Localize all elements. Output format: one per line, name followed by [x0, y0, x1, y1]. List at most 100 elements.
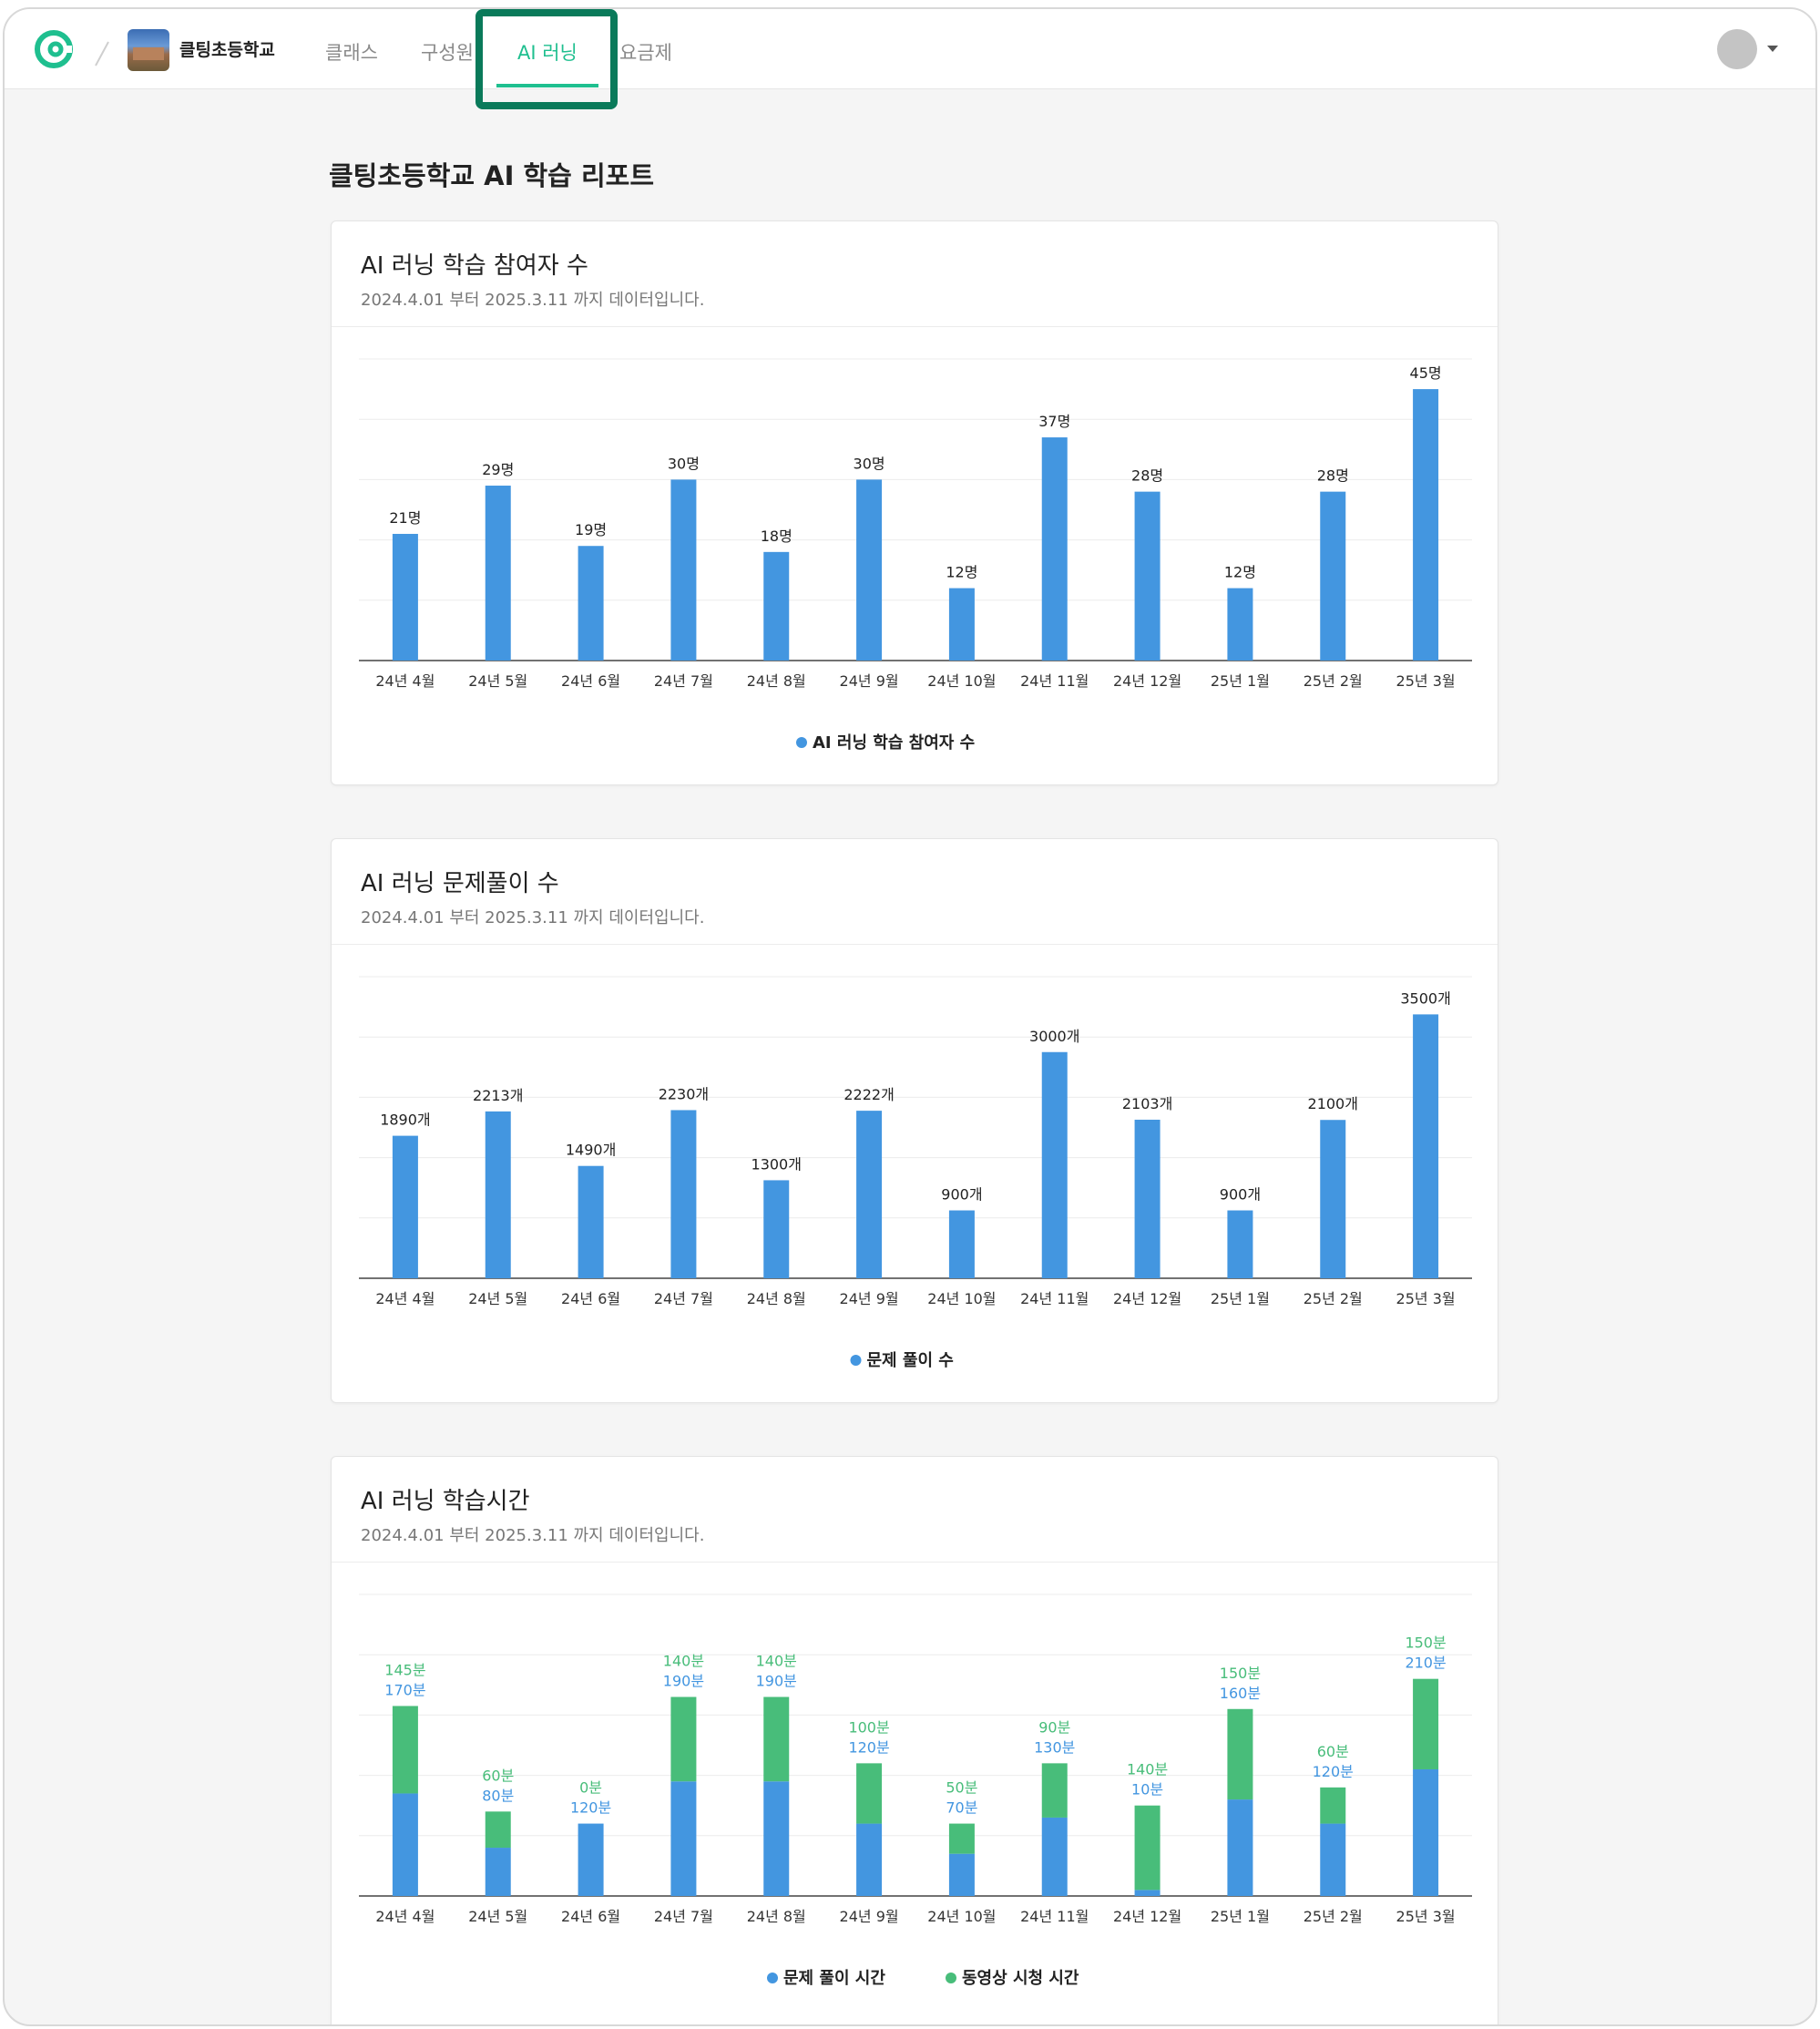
data-label: 12명: [946, 564, 977, 581]
legend-label: AI 러닝 학습 참여자 수: [813, 733, 975, 753]
x-tick-label: 24년 6월: [561, 672, 620, 690]
app-window: 클팅초등학교 클래스 구성원 AI 러닝 요금제 클팅초등학교 AI 학습 리포…: [3, 7, 1817, 2026]
bar: [1413, 389, 1439, 661]
legend-marker: [796, 737, 807, 748]
tab-pricing[interactable]: 요금제: [619, 42, 672, 64]
x-tick-label: 24년 8월: [747, 672, 806, 690]
active-tab-indicator: [496, 84, 598, 87]
bar: [1134, 1805, 1161, 1891]
data-label: 90분: [1038, 1718, 1070, 1736]
bar: [485, 1111, 511, 1278]
x-tick-label: 25년 3월: [1396, 1908, 1456, 1925]
data-label: 12명: [1224, 564, 1256, 581]
data-label: 900개: [1220, 1186, 1261, 1204]
legend-marker: [946, 1973, 956, 1983]
tab-ai-learning[interactable]: AI 러닝: [517, 42, 578, 64]
data-label: 29명: [482, 461, 514, 478]
school-name[interactable]: 클팅초등학교: [179, 40, 275, 60]
bar: [1320, 491, 1346, 661]
data-label: 150분: [1405, 1634, 1446, 1652]
school-thumbnail[interactable]: [128, 29, 169, 71]
chart-card-problems: AI 러닝 문제풀이 수 2024.4.01 부터 2025.3.11 까지 데…: [331, 838, 1498, 1403]
card-header: AI 러닝 학습 참여자 수 2024.4.01 부터 2025.3.11 까지…: [332, 221, 1498, 327]
data-label: 2222개: [844, 1086, 894, 1103]
x-tick-label: 24년 5월: [468, 672, 527, 690]
data-label: 45명: [1410, 364, 1442, 382]
bar: [948, 1823, 975, 1854]
x-tick-label: 25년 2월: [1304, 672, 1363, 690]
bar: [1041, 437, 1068, 661]
bar: [1227, 1210, 1253, 1278]
data-label: 3500개: [1400, 989, 1450, 1007]
data-label: 21명: [389, 509, 421, 527]
bar: [763, 1180, 790, 1278]
tab-highlight-annotation: [475, 9, 618, 109]
bar: [1134, 491, 1161, 661]
x-tick-label: 25년 1월: [1211, 1908, 1270, 1925]
x-tick-label: 25년 3월: [1396, 1290, 1456, 1307]
tab-class[interactable]: 클래스: [325, 42, 378, 64]
legend-label: 문제 풀이 수: [867, 1351, 954, 1370]
x-tick-label: 24년 5월: [468, 1290, 527, 1307]
x-tick-label: 25년 1월: [1211, 1290, 1270, 1307]
x-tick-label: 24년 9월: [840, 1290, 899, 1307]
avatar[interactable]: [1717, 29, 1757, 69]
bar: [670, 1781, 697, 1896]
data-label: 120분: [848, 1738, 889, 1756]
card-header: AI 러닝 문제풀이 수 2024.4.01 부터 2025.3.11 까지 데…: [332, 839, 1498, 945]
x-tick-label: 25년 2월: [1304, 1908, 1363, 1925]
participants-chart: 24년 4월 21명 24년 5월 29명 24년 6월 19명 24년 7월 30명 24년 …: [359, 358, 1472, 753]
data-label: 100분: [848, 1718, 889, 1736]
x-tick-label: 24년 8월: [747, 1290, 806, 1307]
bar: [1413, 1768, 1439, 1896]
x-tick-label: 24년 11월: [1020, 1908, 1089, 1925]
data-label: 2230개: [659, 1085, 709, 1102]
data-label: 10분: [1131, 1781, 1163, 1798]
x-tick-label: 25년 2월: [1304, 1290, 1363, 1307]
card-header: AI 러닝 학습시간 2024.4.01 부터 2025.3.11 까지 데이터…: [332, 1457, 1498, 1563]
bar: [1134, 1119, 1161, 1278]
bar: [1041, 1817, 1068, 1896]
x-tick-label: 24년 4월: [375, 1290, 435, 1307]
data-label: 19명: [575, 521, 607, 538]
bar: [948, 588, 975, 661]
app-logo-icon[interactable]: [32, 27, 76, 71]
data-label: 1490개: [566, 1142, 616, 1159]
x-tick-label: 25년 1월: [1211, 672, 1270, 690]
x-tick-label: 24년 9월: [840, 672, 899, 690]
bar: [392, 1706, 418, 1794]
page-title: 클팅초등학교 AI 학습 리포트: [329, 160, 655, 191]
chevron-down-icon[interactable]: [1767, 46, 1778, 52]
data-label: 28명: [1317, 467, 1349, 485]
bar: [948, 1210, 975, 1278]
data-label: 140분: [1127, 1761, 1168, 1778]
x-tick-label: 24년 4월: [375, 672, 435, 690]
bar: [1227, 1708, 1253, 1800]
data-label: 28명: [1131, 467, 1163, 485]
bar: [485, 1848, 511, 1896]
bar: [856, 1763, 883, 1824]
data-label: 70분: [946, 1799, 977, 1817]
tab-members[interactable]: 구성원: [421, 42, 474, 64]
data-label: 3000개: [1029, 1028, 1079, 1045]
top-navigation: 클팅초등학교 클래스 구성원 AI 러닝 요금제: [5, 9, 1815, 89]
card-title: AI 러닝 학습시간: [361, 1488, 530, 1515]
bar: [485, 1811, 511, 1849]
bar: [670, 479, 697, 661]
bar: [763, 1696, 790, 1782]
bar: [1227, 588, 1253, 661]
bar: [1227, 1799, 1253, 1896]
card-subtitle: 2024.4.01 부터 2025.3.11 까지 데이터입니다.: [361, 291, 705, 310]
bar: [1413, 1014, 1439, 1278]
bar: [392, 533, 418, 661]
bar: [763, 551, 790, 661]
card-title: AI 러닝 학습 참여자 수: [361, 252, 588, 280]
bar: [578, 1823, 604, 1896]
data-label: 37명: [1038, 413, 1070, 430]
bar: [392, 1135, 418, 1278]
data-label: 50분: [946, 1779, 977, 1797]
data-label: 30명: [668, 455, 700, 472]
x-tick-label: 24년 10월: [927, 1290, 996, 1307]
data-label: 130분: [1034, 1738, 1075, 1756]
bar: [856, 479, 883, 661]
